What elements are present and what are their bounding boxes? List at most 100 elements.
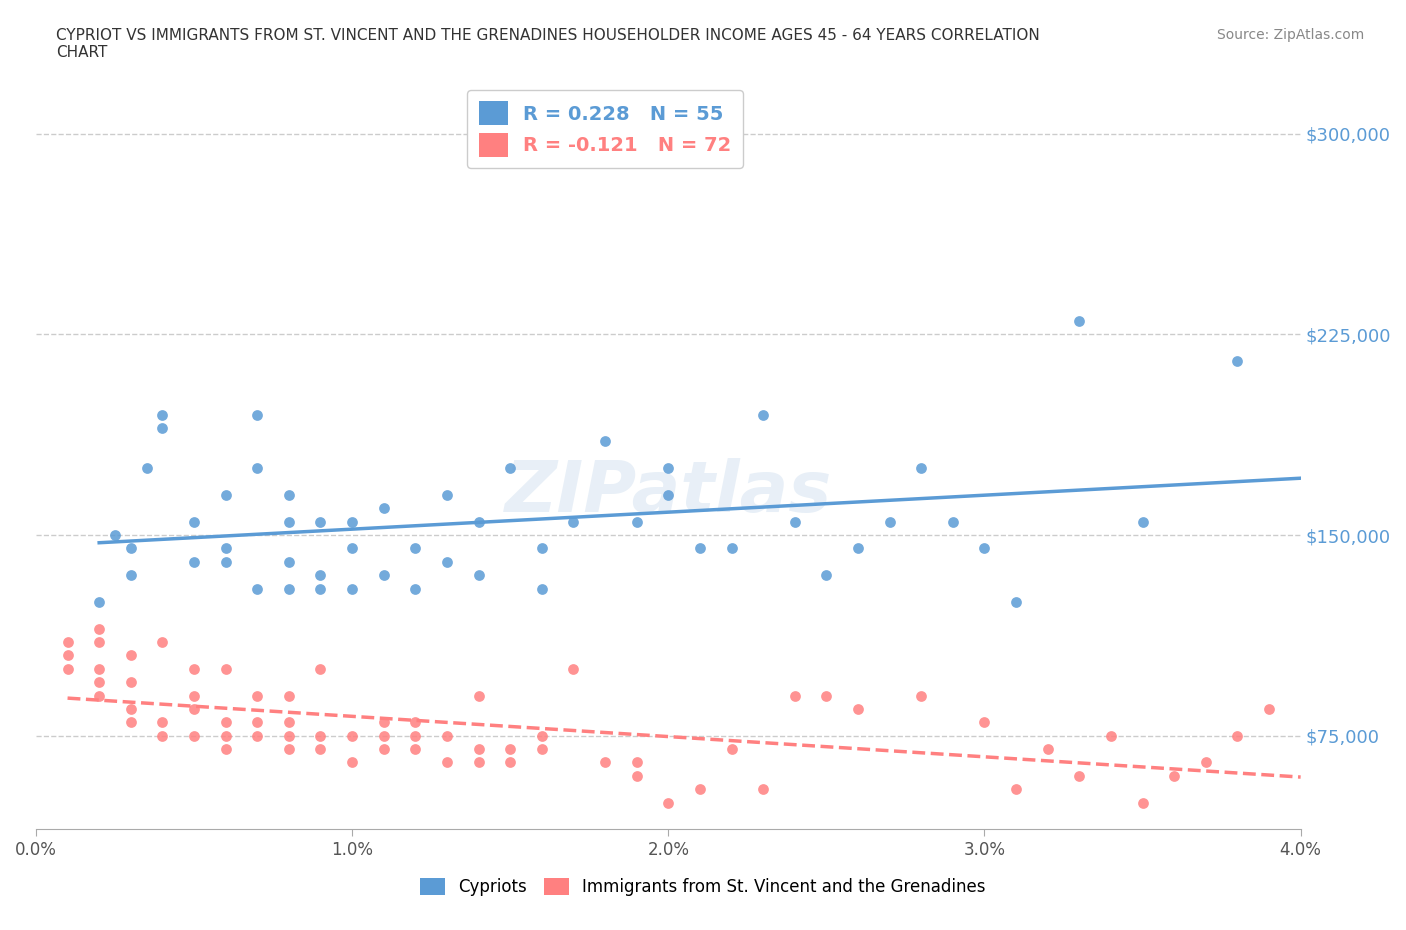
Point: [562, 661, 585, 676]
Point: [404, 715, 426, 730]
Point: [1005, 782, 1028, 797]
Point: [309, 514, 332, 529]
Point: [309, 581, 332, 596]
Text: Source: ZipAtlas.com: Source: ZipAtlas.com: [1216, 28, 1364, 42]
Point: [340, 514, 363, 529]
Point: [373, 728, 395, 743]
Point: [530, 581, 553, 596]
Point: [183, 554, 205, 569]
Point: [152, 634, 174, 649]
Point: [277, 581, 299, 596]
Point: [467, 755, 489, 770]
Point: [467, 741, 489, 756]
Point: [246, 688, 269, 703]
Point: [277, 514, 299, 529]
Point: [214, 541, 236, 556]
Point: [910, 460, 932, 475]
Point: [89, 661, 111, 676]
Point: [214, 661, 236, 676]
Point: [499, 755, 522, 770]
Point: [783, 688, 806, 703]
Point: [1226, 353, 1249, 368]
Point: [467, 567, 489, 582]
Point: [373, 501, 395, 516]
Point: [89, 675, 111, 690]
Point: [373, 741, 395, 756]
Point: [467, 514, 489, 529]
Point: [120, 541, 142, 556]
Point: [436, 728, 458, 743]
Point: [720, 541, 742, 556]
Point: [1132, 514, 1154, 529]
Point: [120, 648, 142, 663]
Point: [815, 688, 838, 703]
Point: [879, 514, 901, 529]
Point: [626, 768, 648, 783]
Point: [657, 460, 679, 475]
Point: [89, 621, 111, 636]
Point: [1099, 728, 1122, 743]
Point: [214, 741, 236, 756]
Text: CYPRIOT VS IMMIGRANTS FROM ST. VINCENT AND THE GRENADINES HOUSEHOLDER INCOME AGE: CYPRIOT VS IMMIGRANTS FROM ST. VINCENT A…: [56, 28, 1040, 60]
Point: [846, 701, 869, 716]
Point: [152, 728, 174, 743]
Point: [56, 634, 79, 649]
Point: [1163, 768, 1185, 783]
Point: [56, 648, 79, 663]
Point: [1069, 768, 1091, 783]
Point: [246, 407, 269, 422]
Point: [152, 420, 174, 435]
Point: [183, 701, 205, 716]
Point: [593, 434, 616, 449]
Point: [277, 741, 299, 756]
Point: [404, 741, 426, 756]
Point: [120, 675, 142, 690]
Point: [183, 514, 205, 529]
Point: [373, 567, 395, 582]
Point: [1069, 313, 1091, 328]
Point: [499, 741, 522, 756]
Point: [277, 688, 299, 703]
Point: [530, 728, 553, 743]
Point: [1258, 701, 1281, 716]
Point: [340, 541, 363, 556]
Point: [846, 541, 869, 556]
Point: [467, 688, 489, 703]
Point: [973, 541, 995, 556]
Point: [152, 407, 174, 422]
Point: [562, 514, 585, 529]
Point: [373, 715, 395, 730]
Point: [436, 554, 458, 569]
Point: [657, 487, 679, 502]
Point: [1005, 594, 1028, 609]
Point: [135, 460, 157, 475]
Point: [530, 741, 553, 756]
Point: [246, 581, 269, 596]
Point: [815, 567, 838, 582]
Point: [183, 688, 205, 703]
Point: [120, 567, 142, 582]
Point: [689, 541, 711, 556]
Point: [56, 661, 79, 676]
Point: [277, 554, 299, 569]
Point: [340, 728, 363, 743]
Point: [1226, 728, 1249, 743]
Point: [593, 755, 616, 770]
Point: [246, 715, 269, 730]
Point: [1195, 755, 1218, 770]
Point: [277, 728, 299, 743]
Point: [309, 728, 332, 743]
Point: [404, 728, 426, 743]
Point: [309, 741, 332, 756]
Point: [530, 541, 553, 556]
Point: [183, 661, 205, 676]
Point: [277, 715, 299, 730]
Point: [152, 715, 174, 730]
Point: [499, 460, 522, 475]
Point: [689, 782, 711, 797]
Point: [246, 728, 269, 743]
Point: [89, 594, 111, 609]
Point: [340, 581, 363, 596]
Point: [120, 715, 142, 730]
Point: [942, 514, 965, 529]
